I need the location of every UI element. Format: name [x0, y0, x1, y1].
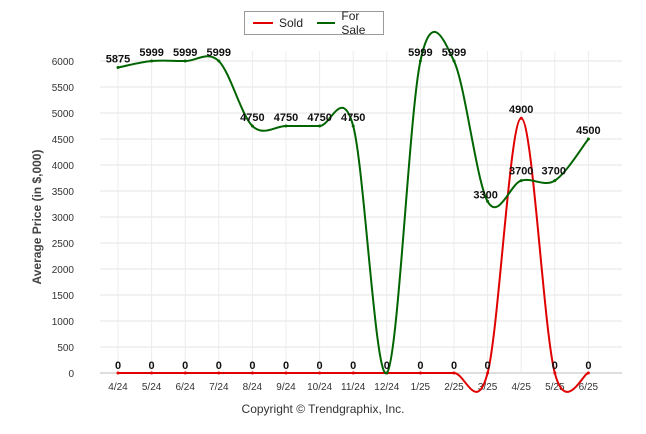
- data-label-for-sale: 3700: [542, 166, 566, 178]
- data-label-for-sale: 4750: [341, 112, 365, 124]
- data-label-for-sale: 3300: [473, 189, 497, 201]
- data-point-sold: [250, 371, 254, 375]
- data-point-for-sale: [318, 124, 322, 128]
- y-tick-label: 0: [68, 369, 74, 380]
- data-point-for-sale: [284, 124, 288, 128]
- data-label-sold: 0: [182, 360, 188, 372]
- data-label-sold: 0: [115, 360, 121, 372]
- plot-area: [100, 51, 622, 373]
- x-tick-label: 3/25: [478, 382, 498, 393]
- y-axis-title: Average Price (in $,000): [30, 150, 44, 285]
- y-tick-label: 1000: [52, 317, 75, 328]
- x-tick-label: 2/25: [444, 382, 464, 393]
- data-point-for-sale: [116, 66, 120, 69]
- legend-label-sold: Sold: [279, 16, 304, 30]
- data-point-for-sale: [519, 179, 523, 183]
- data-point-sold: [586, 371, 590, 375]
- data-label-sold: 0: [585, 360, 591, 372]
- data-point-sold: [519, 116, 523, 120]
- data-label-for-sale: 4750: [240, 112, 264, 124]
- data-label-for-sale: 4750: [274, 112, 298, 124]
- data-label-for-sale: 3700: [509, 166, 533, 178]
- copyright-text: Copyright © Trendgraphix, Inc.: [241, 402, 405, 416]
- x-tick-label: 1/25: [411, 382, 431, 393]
- legend-label-for-sale: For Sale: [341, 9, 366, 37]
- data-label-for-sale: 4500: [576, 125, 600, 137]
- data-point-for-sale: [586, 137, 590, 141]
- data-point-for-sale: [452, 59, 456, 63]
- legend-swatch-for-sale: [317, 22, 336, 24]
- y-tick-label: 5000: [52, 109, 75, 120]
- y-tick-label: 6000: [52, 57, 75, 68]
- data-point-sold: [284, 371, 288, 375]
- data-label-sold: 0: [249, 360, 255, 372]
- x-tick-label: 4/25: [511, 382, 531, 393]
- x-tick-label: 9/24: [276, 382, 296, 393]
- data-point-sold: [553, 371, 557, 375]
- data-label-sold: 0: [283, 360, 289, 372]
- data-point-for-sale: [183, 59, 187, 63]
- x-tick-label: 7/24: [209, 382, 229, 393]
- data-label-sold: 0: [451, 360, 457, 372]
- data-point-for-sale: [217, 59, 221, 63]
- y-tick-label: 3500: [52, 187, 75, 198]
- data-point-sold: [318, 371, 322, 375]
- data-label-for-sale: 0: [384, 360, 390, 372]
- x-tick-label: 5/24: [142, 382, 162, 393]
- data-point-for-sale: [250, 124, 254, 128]
- data-label-sold: 0: [350, 360, 356, 372]
- legend-item-sold[interactable]: Sold: [253, 16, 303, 30]
- data-label-for-sale: 5999: [408, 47, 432, 59]
- y-tick-label: 1500: [52, 291, 75, 302]
- data-label-for-sale: 5999: [139, 47, 163, 59]
- data-label-sold: 0: [216, 360, 222, 372]
- x-tick-label: 11/24: [341, 382, 366, 393]
- series-line-for-sale: [117, 31, 590, 375]
- y-tick-label: 4000: [52, 161, 75, 172]
- y-tick-label: 4500: [52, 135, 75, 146]
- y-tick-label: 500: [57, 343, 74, 354]
- data-point-sold: [452, 371, 456, 375]
- x-tick-label: 8/24: [243, 382, 263, 393]
- data-point-for-sale: [486, 199, 490, 203]
- data-label-sold: 0: [317, 360, 323, 372]
- data-point-sold: [418, 371, 422, 375]
- data-label-sold: 0: [552, 360, 558, 372]
- data-label-for-sale: 5875: [106, 54, 130, 66]
- data-point-for-sale: [150, 59, 154, 63]
- y-tick-label: 3000: [52, 213, 75, 224]
- x-tick-label: 6/24: [175, 382, 195, 393]
- data-point-sold: [116, 371, 120, 375]
- data-label-for-sale: 4750: [307, 112, 331, 124]
- data-point-sold: [486, 371, 490, 375]
- x-tick-label: 6/25: [579, 382, 599, 393]
- data-point-sold: [351, 371, 355, 375]
- data-label-for-sale: 5999: [173, 47, 197, 59]
- data-label-for-sale: 5999: [207, 47, 231, 59]
- data-point-for-sale: [351, 124, 355, 128]
- chart-legend: Sold For Sale: [244, 9, 384, 37]
- x-tick-label: 4/24: [108, 382, 128, 393]
- data-point-for-sale: [385, 371, 389, 375]
- data-point-for-sale: [553, 179, 557, 183]
- data-point-sold: [150, 371, 154, 375]
- legend-item-for-sale[interactable]: For Sale: [317, 9, 383, 37]
- data-point-sold: [183, 371, 187, 375]
- data-label-for-sale: 5999: [442, 47, 466, 59]
- data-label-sold: 0: [485, 360, 491, 372]
- data-label-sold: 4900: [509, 104, 533, 116]
- data-point-sold: [217, 371, 221, 375]
- data-label-sold: 0: [417, 360, 423, 372]
- y-tick-label: 5500: [52, 83, 75, 94]
- y-tick-label: 2000: [52, 265, 75, 276]
- legend-swatch-sold: [253, 22, 273, 24]
- y-tick-label: 2500: [52, 239, 75, 250]
- x-tick-label: 5/25: [545, 382, 565, 393]
- x-tick-label: 12/24: [374, 382, 399, 393]
- x-tick-label: 10/24: [307, 382, 332, 393]
- data-point-for-sale: [418, 59, 422, 63]
- data-label-sold: 0: [149, 360, 155, 372]
